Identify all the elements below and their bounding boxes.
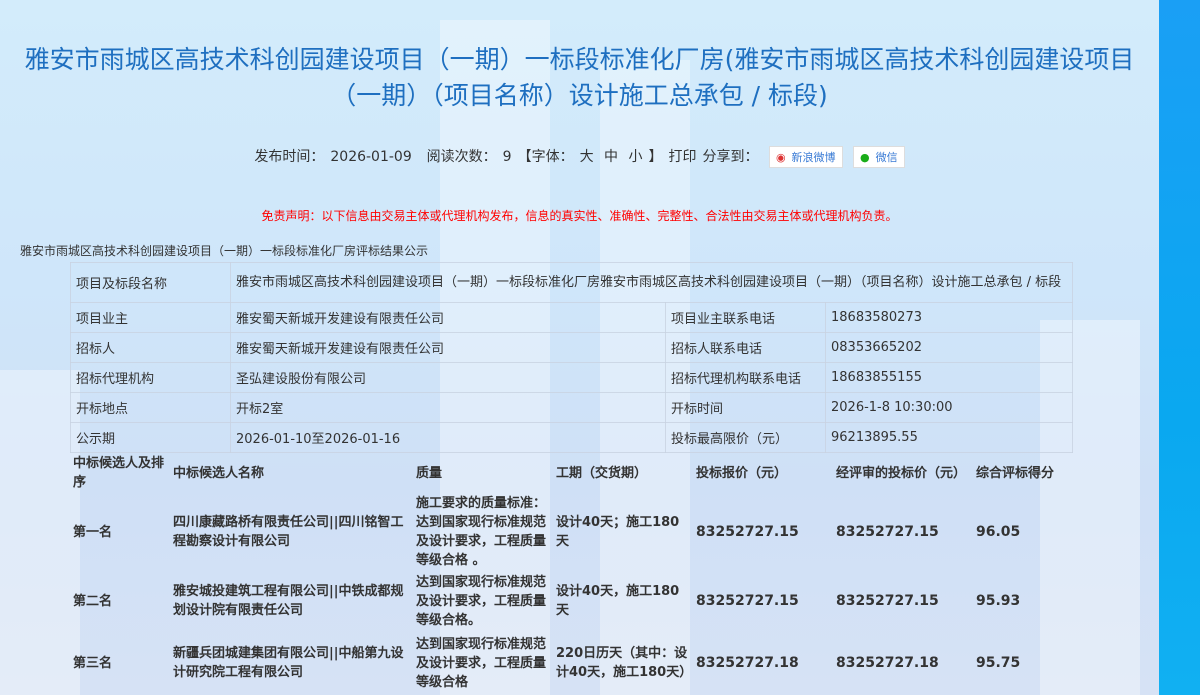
- reviewed-price: 83252727.18: [836, 654, 939, 671]
- cell-value: 2026-1-8 10:30:00: [825, 392, 1073, 423]
- article-meta: 发布时间： 2026-01-09 阅读次数： 9 【字体： 大 中 小】打印 分享到： ◉…: [0, 146, 1159, 168]
- cell-label: 招标代理机构联系电话: [665, 362, 826, 393]
- font-small-button[interactable]: 小: [628, 149, 643, 165]
- reviewed-price: 83252727.15: [836, 592, 939, 609]
- wechat-label: 微信: [875, 151, 898, 164]
- column-header: 中标候选人及排序: [73, 456, 165, 490]
- period: 设计40天，施工180天: [556, 584, 680, 618]
- cell-label: 项目业主联系电话: [665, 302, 826, 333]
- period: 220日历天（其中：设计40天，施工180天）: [556, 646, 693, 680]
- table-row: 项目及标段名称 雅安市雨城区高技术科创园建设项目（一期）一标段标准化厂房雅安市雨城…: [70, 262, 1073, 303]
- cell-label: 项目及标段名称: [70, 262, 231, 303]
- score: 96.05: [976, 523, 1021, 540]
- table-row: 第一名 四川康藏路桥有限责任公司||四川铭智工程勘察设计有限公司 施工要求的质量标准…: [70, 494, 1070, 570]
- font-large-button[interactable]: 大: [579, 149, 594, 165]
- table-row: 招标代理机构 圣弘建设股份有限公司 招标代理机构联系电话 18683855155: [70, 362, 1073, 393]
- publish-label: 发布时间：: [254, 149, 325, 165]
- quality: 达到国家现行标准规范及设计要求，工程质量等级合格。: [416, 574, 547, 628]
- share-weibo-button[interactable]: ◉ 新浪微博: [768, 146, 843, 168]
- background-building: [0, 370, 80, 695]
- column-header: 工期（交货期）: [556, 465, 648, 481]
- font-size-label: 【字体：: [517, 149, 574, 165]
- weibo-icon: ◉: [775, 151, 786, 164]
- column-header: 质量: [416, 465, 443, 481]
- table-header-row: 中标候选人及排序 中标候选人名称 质量 工期（交货期） 投标报价（元） 经评审的投标价（元…: [70, 452, 1070, 494]
- cell-value: 雅安蜀天新城开发建设有限责任公司: [230, 302, 666, 333]
- table-row: 招标人 雅安蜀天新城开发建设有限责任公司 招标人联系电话 08353665202: [70, 332, 1073, 363]
- table-row: 项目业主 雅安蜀天新城开发建设有限责任公司 项目业主联系电话 18683580273: [70, 302, 1073, 333]
- cell-value: 开标2室: [230, 392, 666, 423]
- weibo-label: 新浪微博: [791, 151, 836, 164]
- project-info-table: 项目及标段名称 雅安市雨城区高技术科创园建设项目（一期）一标段标准化厂房雅安市雨城…: [70, 262, 1073, 453]
- print-button[interactable]: 打印: [668, 149, 697, 165]
- period: 设计40天；施工180天: [556, 515, 680, 549]
- candidate-name: 雅安城投建筑工程有限公司||中铁成都规划设计院有限责任公司: [173, 584, 404, 618]
- cell-label: 公示期: [70, 422, 231, 453]
- table-row: 开标地点 开标2室 开标时间 2026-1-8 10:30:00: [70, 392, 1073, 423]
- column-header: 经评审的投标价（元）: [836, 465, 967, 481]
- column-header: 投标报价（元）: [696, 465, 788, 481]
- bid-price: 83252727.15: [696, 523, 799, 540]
- table-row: 第二名 雅安城投建筑工程有限公司||中铁成都规划设计院有限责任公司 达到国家现行标准…: [70, 570, 1070, 632]
- page-title: 雅安市雨城区高技术科创园建设项目（一期）一标段标准化厂房(雅安市雨城区高技术科创…: [24, 45, 1135, 110]
- reviewed-price: 83252727.15: [836, 523, 939, 540]
- share-wechat-button[interactable]: ● 微信: [853, 146, 905, 168]
- quality: 达到国家现行标准规范及设计要求，工程质量等级合格: [416, 636, 547, 690]
- reads-count: 9: [502, 149, 512, 165]
- table-row: 第三名 新疆兵团城建集团有限公司||中船第九设计研究院工程有限公司 达到国家现行标准…: [70, 632, 1070, 694]
- rank: 第三名: [73, 655, 113, 671]
- column-header: 中标候选人名称: [173, 465, 265, 481]
- rank: 第一名: [73, 524, 113, 540]
- cell-value: 2026-01-10至2026-01-16: [230, 422, 666, 453]
- cell-value: 18683855155: [825, 362, 1073, 393]
- disclaimer: 免责声明：以下信息由交易主体或代理机构发布，信息的真实性、准确性、完整性、合法性…: [261, 209, 898, 223]
- rank: 第二名: [73, 593, 113, 609]
- candidate-name: 四川康藏路桥有限责任公司||四川铭智工程勘察设计有限公司: [173, 515, 404, 549]
- cell-value: 18683580273: [825, 302, 1073, 333]
- font-medium-button[interactable]: 中: [604, 149, 619, 165]
- side-banner: [1159, 0, 1200, 695]
- share-label: 分享到：: [702, 149, 759, 165]
- cell-label: 招标人联系电话: [665, 332, 826, 363]
- cell-value: 雅安市雨城区高技术科创园建设项目（一期）一标段标准化厂房雅安市雨城区高技术科创园…: [230, 262, 1073, 303]
- publish-date: 2026-01-09: [330, 149, 412, 165]
- cell-label: 开标时间: [665, 392, 826, 423]
- table-row: 公示期 2026-01-10至2026-01-16 投标最高限价（元） 9621389…: [70, 422, 1073, 453]
- cell-label: 投标最高限价（元）: [665, 422, 826, 453]
- quality: 施工要求的质量标准：达到国家现行标准规范及设计要求，工程质量等级合格 。: [416, 496, 547, 568]
- reads-label: 阅读次数：: [426, 149, 497, 165]
- score: 95.93: [976, 592, 1021, 609]
- candidates-table: 中标候选人及排序 中标候选人名称 质量 工期（交货期） 投标报价（元） 经评审的投标价（元…: [70, 452, 1070, 694]
- candidate-name: 新疆兵团城建集团有限公司||中船第九设计研究院工程有限公司: [173, 646, 404, 680]
- cell-label: 招标代理机构: [70, 362, 231, 393]
- bid-price: 83252727.18: [696, 654, 799, 671]
- cell-value: 08353665202: [825, 332, 1073, 363]
- section-title: 雅安市雨城区高技术科创园建设项目（一期）一标段标准化厂房评标结果公示: [20, 244, 429, 258]
- font-size-bracket: 】: [648, 149, 663, 165]
- bid-price: 83252727.15: [696, 592, 799, 609]
- score: 95.75: [976, 654, 1021, 671]
- wechat-icon: ●: [860, 151, 870, 164]
- cell-value: 96213895.55: [825, 422, 1073, 453]
- cell-value: 雅安蜀天新城开发建设有限责任公司: [230, 332, 666, 363]
- cell-label: 开标地点: [70, 392, 231, 423]
- column-header: 综合评标得分: [976, 465, 1055, 481]
- cell-label: 招标人: [70, 332, 231, 363]
- cell-label: 项目业主: [70, 302, 231, 333]
- cell-value: 圣弘建设股份有限公司: [230, 362, 666, 393]
